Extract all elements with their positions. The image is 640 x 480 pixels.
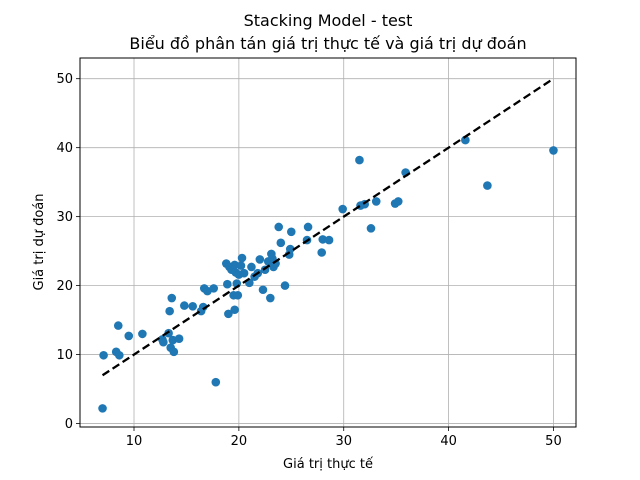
x-tick-label: 40 — [440, 434, 457, 449]
data-point — [285, 244, 295, 254]
data-point — [223, 279, 232, 289]
data-point — [324, 235, 334, 245]
grid-lines — [80, 58, 576, 427]
data-point — [280, 281, 290, 290]
data-point — [461, 135, 470, 145]
data-point — [266, 293, 275, 303]
data-point — [167, 293, 177, 303]
x-tick-label: 10 — [126, 434, 143, 449]
data-point — [230, 260, 239, 270]
y-tick-label: 20 — [56, 279, 73, 294]
data-point — [371, 197, 381, 206]
data-point — [303, 222, 313, 232]
data-point — [188, 301, 198, 311]
data-point — [355, 155, 364, 165]
data-point — [236, 261, 246, 270]
data-point — [198, 302, 208, 312]
data-point — [237, 253, 247, 263]
data-point — [180, 301, 189, 310]
y-axis-ticks: 0 10 20 30 40 50 — [56, 72, 80, 432]
data-point — [165, 306, 174, 316]
x-tick-label: 50 — [545, 434, 562, 449]
y-tick-label: 0 — [65, 417, 73, 432]
reference-line — [101, 77, 555, 377]
y-tick-label: 50 — [56, 72, 73, 87]
data-point — [209, 284, 218, 293]
data-point — [549, 146, 558, 155]
data-point — [393, 197, 403, 206]
data-point — [211, 377, 221, 387]
plot-frame — [79, 57, 577, 428]
y-tick-label: 40 — [56, 141, 73, 156]
y-tick-label: 30 — [56, 210, 73, 225]
chart-title-line1: Stacking Model - test — [244, 11, 413, 30]
data-point — [233, 290, 243, 300]
chart-title-line2: Biểu đồ phân tán giá trị thực tế và giá … — [129, 34, 526, 53]
data-point — [276, 238, 286, 248]
x-tick-label: 30 — [335, 434, 352, 449]
data-point — [113, 321, 123, 330]
data-point — [366, 224, 376, 233]
data-point — [317, 248, 327, 257]
data-point — [338, 204, 347, 214]
x-tick-label: 20 — [231, 434, 248, 449]
data-point — [239, 268, 249, 278]
data-point — [115, 350, 124, 360]
data-point — [98, 404, 107, 413]
data-point — [169, 347, 179, 357]
y-tick-label: 10 — [56, 348, 73, 363]
y-axis-label: Giá trị dự đoán — [32, 193, 47, 290]
data-point — [286, 227, 296, 237]
data-point — [99, 350, 108, 360]
data-point — [230, 305, 239, 315]
data-point — [247, 262, 256, 272]
data-point — [274, 222, 284, 232]
data-point — [159, 337, 168, 347]
data-point — [138, 329, 147, 339]
x-axis-ticks: 10 20 30 40 50 — [126, 427, 562, 449]
x-axis-label: Giá trị thực tế — [283, 457, 373, 472]
data-point — [483, 181, 492, 190]
data-point — [255, 255, 265, 264]
data-point — [124, 331, 134, 341]
data-point — [318, 235, 328, 244]
data-point — [224, 309, 233, 319]
data-point — [164, 328, 173, 338]
scatter-points — [98, 135, 558, 413]
data-point — [258, 285, 268, 295]
data-point — [174, 334, 184, 344]
